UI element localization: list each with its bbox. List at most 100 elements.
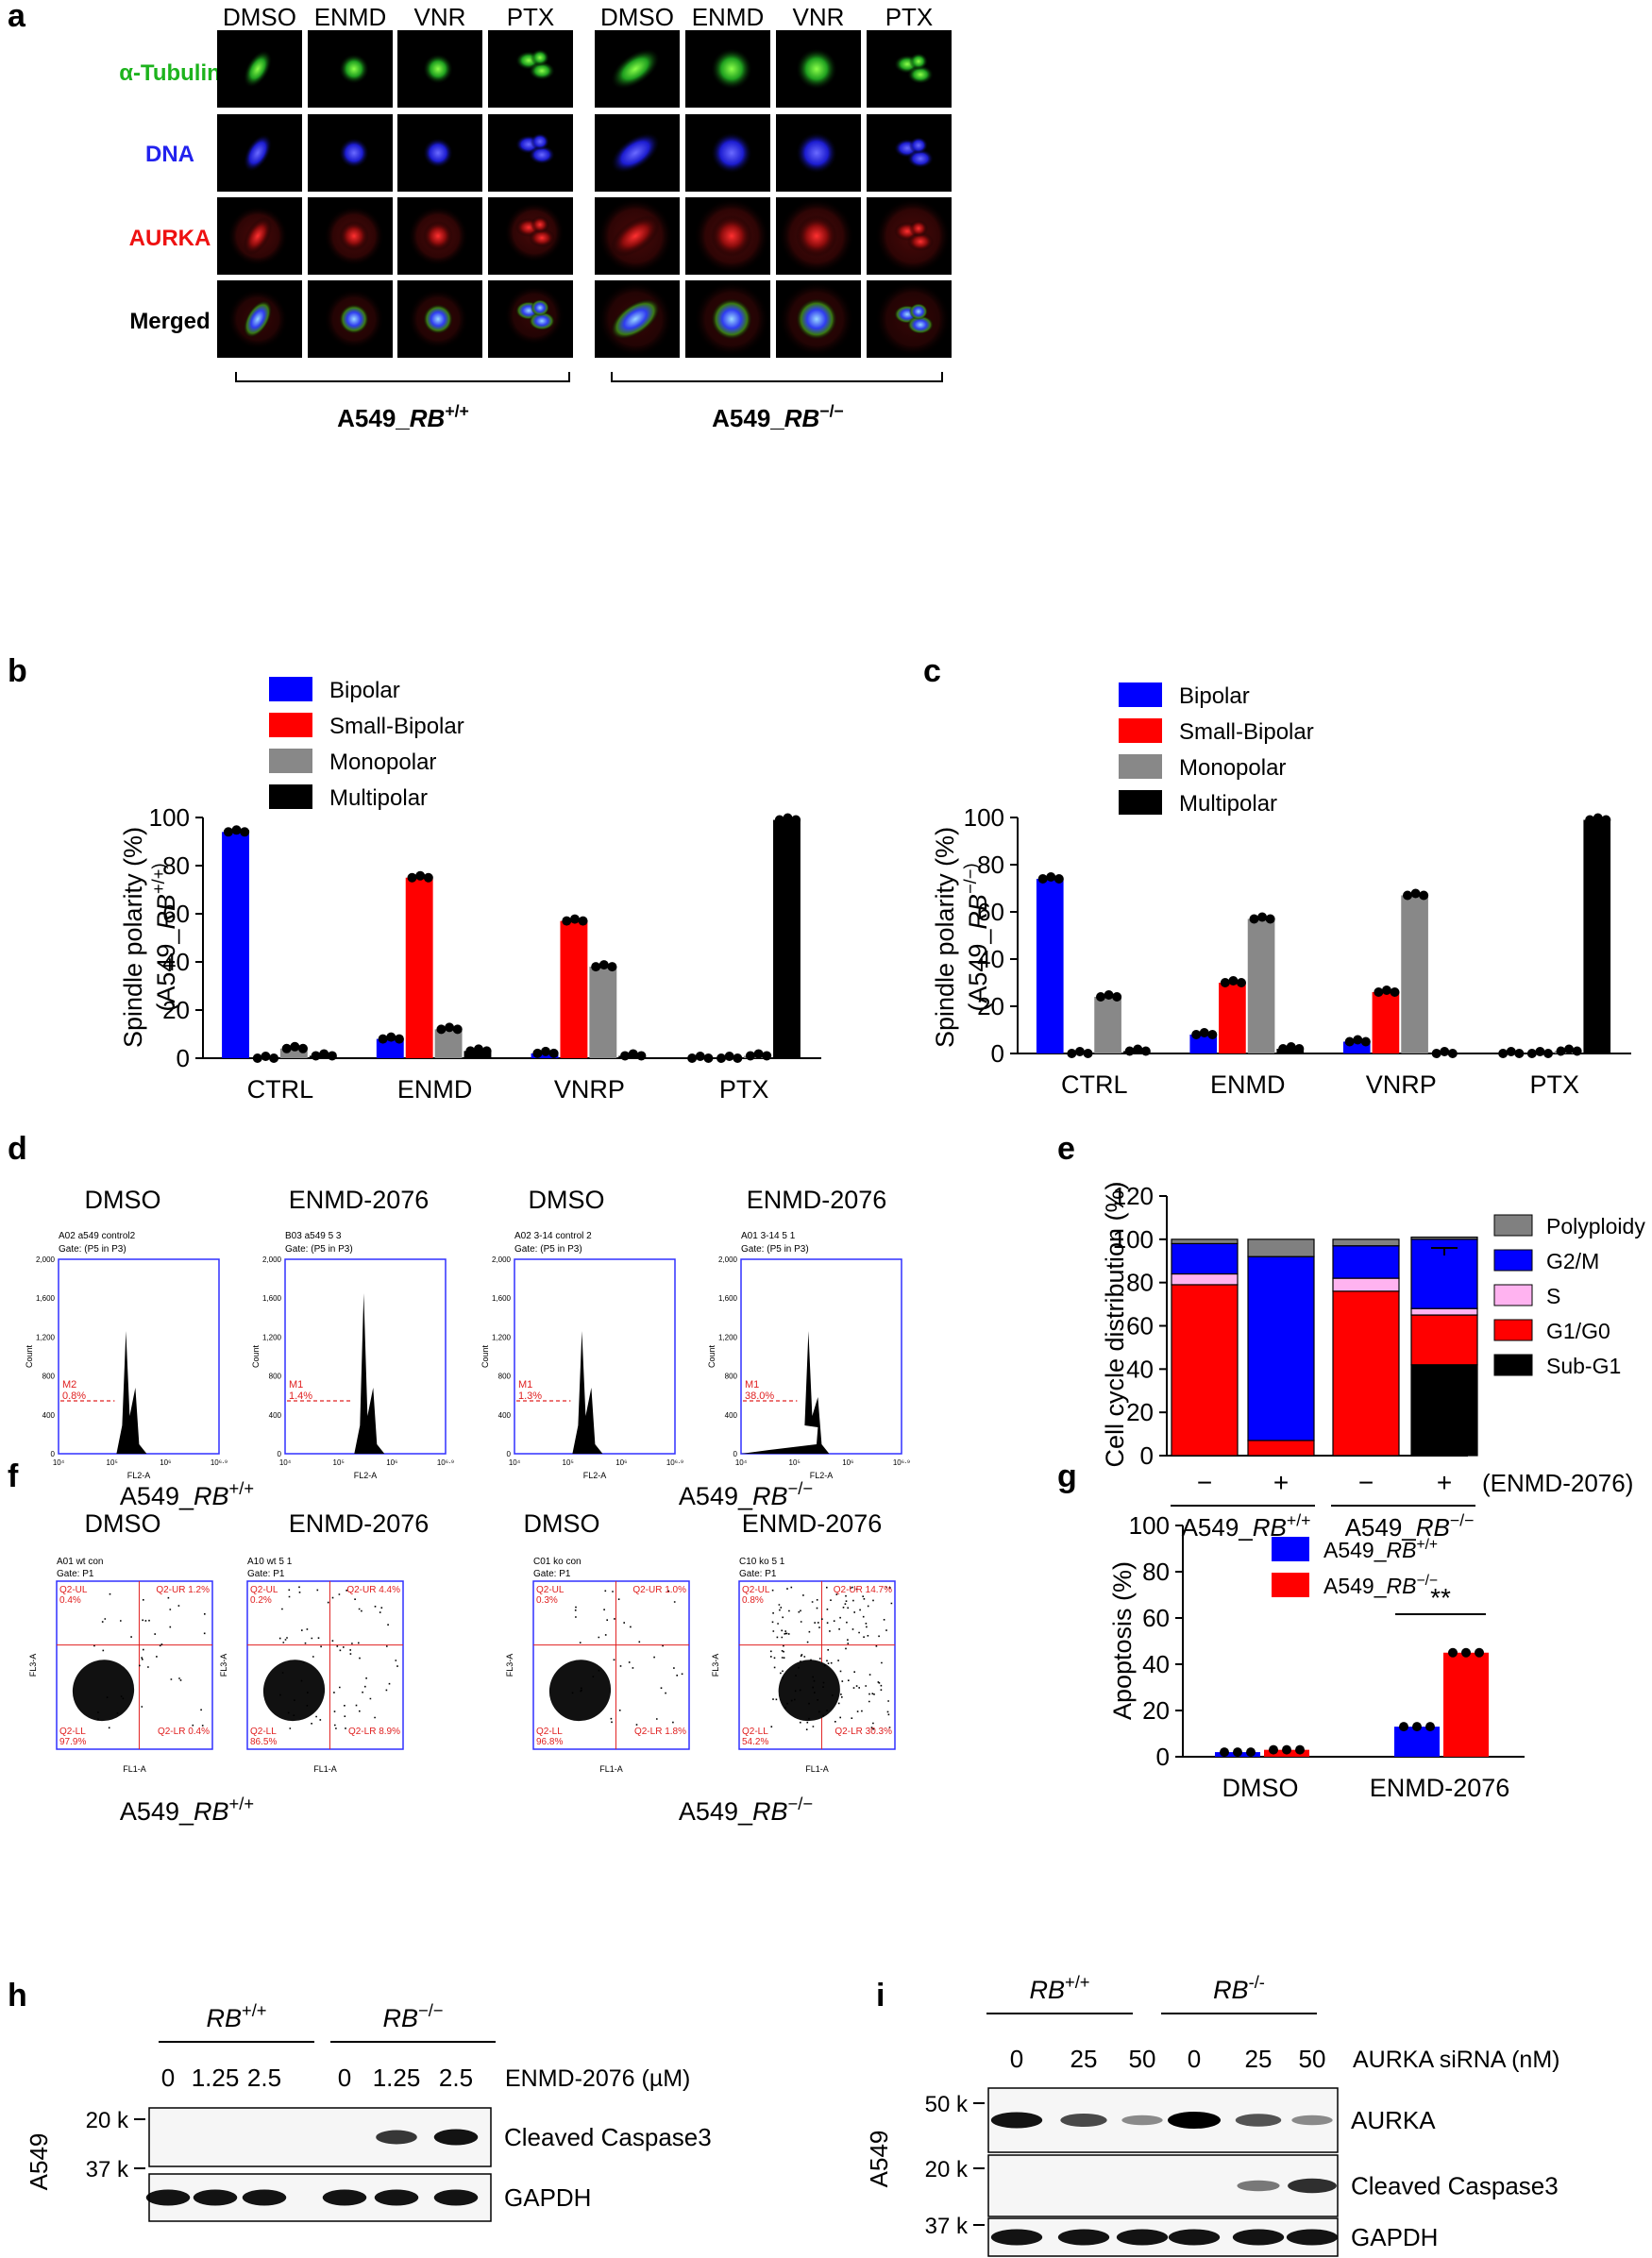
replicate-dot	[724, 1052, 734, 1061]
legend-label: Monopolar	[329, 750, 436, 775]
stack-g1-g0	[1171, 1284, 1239, 1457]
replicate-dot	[783, 813, 793, 823]
treatment-sign: −	[1358, 1468, 1374, 1497]
compact-signal	[423, 54, 453, 84]
quadrant-ll: 54.2%	[742, 1737, 768, 1747]
x-category: DMSO	[1222, 1774, 1299, 1802]
histogram-y-tick: 400	[42, 1411, 56, 1420]
panel-label-e: e	[1057, 1131, 1075, 1167]
spindle-signal	[610, 298, 661, 340]
histogram-y-tick: 1,600	[492, 1294, 512, 1303]
bar-multipolar	[1583, 819, 1611, 1053]
blot-band	[1232, 2229, 1285, 2246]
replicate-dot	[1564, 1044, 1575, 1054]
scatter-sample-name: C10 ko 5 1	[739, 1557, 785, 1567]
histogram-y-tick: 800	[42, 1373, 56, 1381]
bar-bipolar	[1036, 879, 1064, 1053]
replicate-dot	[223, 827, 233, 837]
replicate-dot	[1191, 1030, 1202, 1039]
blot-band	[1168, 2229, 1221, 2246]
compact-signal	[711, 298, 752, 340]
gate-percent: 1.3%	[518, 1390, 542, 1402]
compact-signal	[339, 54, 369, 84]
histogram-peak	[514, 1331, 603, 1454]
replicate-dot	[598, 960, 609, 970]
histogram-x-tick: 10⁵	[107, 1458, 118, 1467]
event-cloud	[72, 1660, 135, 1722]
blot-band	[1116, 2229, 1169, 2246]
histogram-y-tick: 2,000	[262, 1255, 282, 1264]
multipolar-lobe	[529, 145, 555, 164]
replicate-dot	[1282, 1744, 1291, 1755]
spindle-signal	[610, 215, 661, 257]
replicate-dot	[628, 1049, 638, 1059]
x-category-enmd: ENMD	[397, 1075, 473, 1104]
replicate-dot	[1246, 1747, 1256, 1758]
histogram-x-tick: 10⁶	[615, 1458, 627, 1467]
histogram-gate: Gate: (P5 in P3)	[741, 1244, 809, 1255]
histogram-group-left: A549_RB+/+	[120, 1478, 254, 1510]
histogram-peak	[285, 1293, 385, 1454]
quadrant-ul: 0.4%	[59, 1595, 81, 1606]
replicate-dot	[1506, 1047, 1516, 1056]
mw-marker: 20 k	[925, 2157, 969, 2182]
replicate-dot	[745, 1051, 755, 1061]
y-tick-label: 20	[977, 992, 1004, 1020]
replicate-dot	[407, 872, 417, 883]
quadrant-ll: Q2-LL	[250, 1727, 277, 1737]
replicate-dot	[1124, 1046, 1135, 1056]
scatter-group-left: A549_RB+/+	[120, 1794, 254, 1826]
replicate-dot	[607, 962, 617, 972]
histogram-title: DMSO	[529, 1186, 605, 1214]
quadrant-ur: Q2-UR 14.7%	[834, 1585, 892, 1595]
legend-label: Polyploidy	[1546, 1214, 1645, 1239]
y-tick-label: 60	[162, 900, 190, 928]
blot-group-label: RB-/-	[1213, 1972, 1265, 2004]
scatter-gate: Gate: P1	[57, 1569, 94, 1579]
histogram-y-tick: 1,200	[36, 1333, 56, 1341]
replicate-dot	[1572, 1046, 1582, 1056]
gate-percent: 1.4%	[289, 1390, 312, 1402]
replicate-dot	[1440, 1047, 1450, 1056]
blot-band	[1291, 2115, 1333, 2126]
quadrant-ur: Q2-UR 1.0%	[632, 1585, 686, 1595]
dose-label: 2.5	[247, 2064, 281, 2092]
blot-band	[1121, 2115, 1163, 2126]
y-axis-label: Cell cycle distribution (%)	[1101, 1181, 1129, 1467]
histogram-y-tick: 0	[733, 1450, 738, 1458]
histogram-frame	[514, 1258, 676, 1455]
y-tick-label: 40	[977, 945, 1004, 973]
dose-label: 50	[1299, 2045, 1326, 2073]
blot-group-label: RB+/+	[206, 2000, 266, 2032]
cell-line-label: A549	[865, 2131, 893, 2188]
replicate-dot	[1447, 1049, 1458, 1058]
histogram-y-tick: 0	[507, 1450, 512, 1458]
compact-signal	[339, 138, 369, 168]
histogram-y-tick: 800	[498, 1373, 512, 1381]
histogram-title: DMSO	[85, 1186, 161, 1214]
blot-strip	[148, 2107, 492, 2167]
histogram-x-tick: 10⁶	[386, 1458, 397, 1467]
compact-signal	[423, 304, 453, 334]
replicate-dot	[591, 962, 601, 972]
scatter-x-label: FL1-A	[313, 1764, 337, 1774]
scatter-gate: Gate: P1	[533, 1569, 571, 1579]
scatter-gate: Gate: P1	[739, 1569, 777, 1579]
replicate-dot	[1535, 1047, 1545, 1056]
legend-label: Bipolar	[329, 678, 400, 703]
replicate-dot	[1054, 874, 1064, 884]
gate-marker: M1	[289, 1379, 303, 1390]
replicate-dot	[636, 1051, 647, 1061]
treatment-sign: +	[1273, 1468, 1289, 1497]
histogram-y-tick: 2,000	[36, 1255, 56, 1264]
event-dots	[770, 1586, 893, 1730]
legend-swatch	[1272, 1573, 1309, 1597]
replicate-dot	[1410, 888, 1421, 899]
quadrant-ul: 0.2%	[250, 1595, 272, 1606]
panel-c-chart: 0 20 40 60 80 100 CTRL ENMD VNRP PTX Bipolar Small-…	[931, 682, 1631, 1099]
replicate-dot	[1593, 813, 1603, 823]
replicate-dot	[695, 1052, 705, 1061]
histogram-y-tick: 2,000	[492, 1255, 512, 1264]
error-bar	[1431, 1391, 1458, 1399]
